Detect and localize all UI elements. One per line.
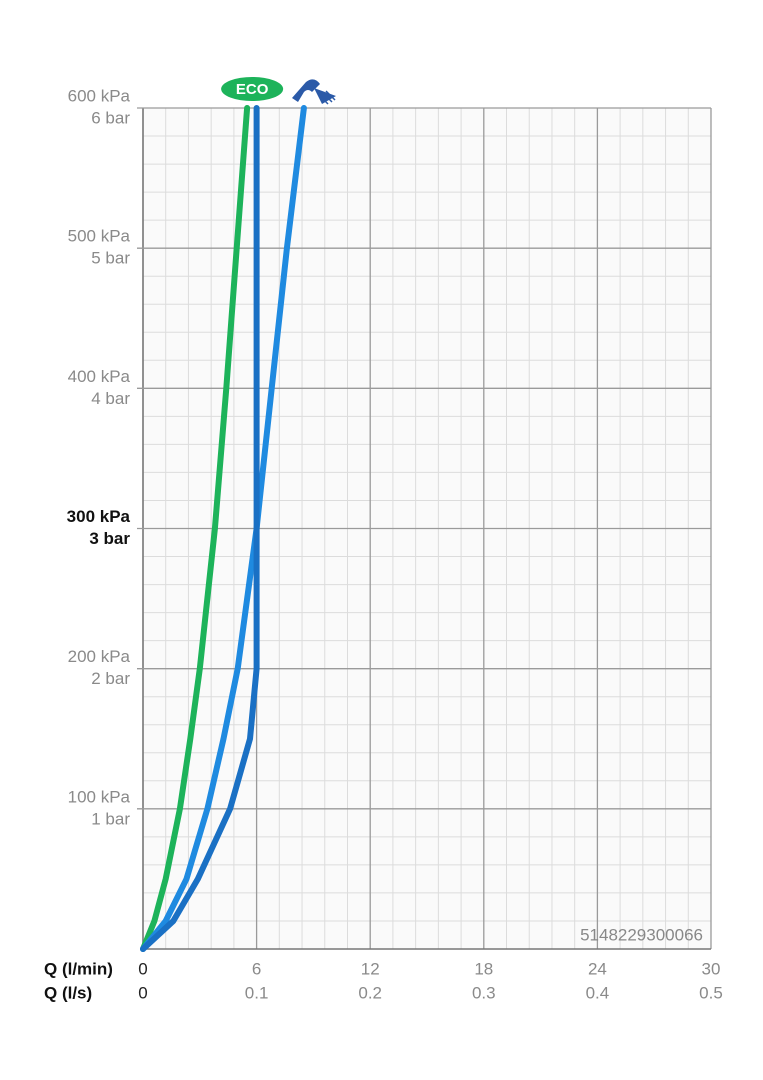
badge-shape bbox=[221, 77, 284, 101]
legend-label: ECO bbox=[236, 81, 269, 98]
x2-tick-label: 0.3 bbox=[472, 983, 496, 1002]
series-line bbox=[140, 105, 260, 952]
x2-tick-label: 0.1 bbox=[245, 983, 269, 1002]
series-line bbox=[140, 105, 251, 952]
legend-badge: ECO bbox=[221, 77, 284, 101]
y2-tick-label: 1 bar bbox=[91, 809, 130, 828]
y2-tick-label: 3 bar bbox=[89, 529, 130, 548]
y2-tick-label: 5 bar bbox=[91, 249, 130, 268]
y2-tick-label: 2 bar bbox=[91, 669, 130, 688]
x2-tick-label: 0.5 bbox=[699, 983, 723, 1002]
lines bbox=[140, 105, 307, 952]
shower-icon bbox=[292, 79, 336, 105]
y-tick-label: 300 kPa bbox=[67, 507, 131, 526]
y-tick-label: 100 kPa bbox=[68, 787, 131, 806]
grid bbox=[137, 107, 712, 950]
y-tick-label: 200 kPa bbox=[68, 647, 131, 666]
x2-tick-label: 0.2 bbox=[358, 983, 382, 1002]
x-tick-label: 24 bbox=[588, 959, 607, 978]
x-tick-label: 0 bbox=[138, 959, 147, 978]
x2-axis-label: Q (l/s) bbox=[44, 983, 92, 1002]
product-code: 5148229300066 bbox=[580, 925, 703, 944]
x2-tick-label: 0 bbox=[138, 983, 147, 1002]
y-tick-label: 500 kPa bbox=[68, 227, 131, 246]
x-tick-label: 18 bbox=[474, 959, 493, 978]
x2-tick-label: 0.4 bbox=[586, 983, 610, 1002]
x-tick-label: 12 bbox=[361, 959, 380, 978]
y-tick-label: 400 kPa bbox=[68, 367, 131, 386]
y-tick-label: 600 kPa bbox=[68, 86, 131, 105]
series-line bbox=[140, 105, 307, 952]
x-tick-label: 6 bbox=[252, 959, 261, 978]
x-axis-label: Q (l/min) bbox=[44, 959, 113, 978]
y2-tick-label: 4 bar bbox=[91, 389, 130, 408]
x-tick-label: 30 bbox=[702, 959, 721, 978]
y2-tick-label: 6 bar bbox=[91, 108, 130, 127]
